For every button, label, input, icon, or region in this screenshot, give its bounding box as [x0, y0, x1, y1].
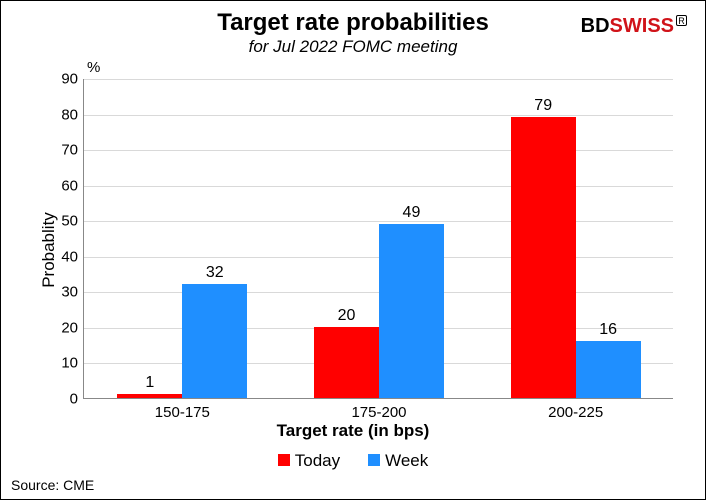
legend: Today Week — [1, 451, 705, 471]
bar: 79 — [511, 117, 576, 398]
y-tick-label: 30 — [61, 284, 84, 301]
gridline — [84, 115, 673, 116]
logo-reg-icon: R — [676, 15, 687, 26]
gridline — [84, 221, 673, 222]
gridline — [84, 186, 673, 187]
bar-value-label: 32 — [206, 264, 224, 284]
legend-label: Today — [295, 451, 340, 470]
y-tick-label: 70 — [61, 142, 84, 159]
y-tick-label: 10 — [61, 355, 84, 372]
y-axis-unit: % — [87, 59, 100, 76]
y-tick-label: 20 — [61, 319, 84, 336]
x-axis-label: Target rate (in bps) — [1, 421, 705, 441]
gridline — [84, 79, 673, 80]
bar-value-label: 49 — [403, 204, 421, 224]
bar-value-label: 79 — [534, 97, 552, 117]
gridline — [84, 150, 673, 151]
legend-swatch-icon — [278, 454, 290, 466]
y-tick-label: 80 — [61, 106, 84, 123]
x-tick-label: 200-225 — [548, 398, 603, 421]
plot-area: 0102030405060708090150-175132175-2002049… — [83, 79, 673, 399]
y-tick-label: 50 — [61, 213, 84, 230]
logo-part1: BD — [581, 15, 610, 37]
y-axis-label: Probablity — [39, 212, 59, 288]
y-tick-label: 90 — [61, 71, 84, 88]
legend-label: Week — [385, 451, 428, 470]
source-text: Source: CME — [11, 477, 94, 493]
brand-logo: BDSWISSR — [581, 15, 687, 38]
bar-value-label: 1 — [145, 374, 154, 394]
x-tick-label: 175-200 — [351, 398, 406, 421]
chart-container: Target rate probabilities for Jul 2022 F… — [0, 0, 706, 500]
bar: 32 — [182, 284, 247, 398]
y-tick-label: 60 — [61, 177, 84, 194]
y-tick-label: 40 — [61, 248, 84, 265]
bar: 20 — [314, 327, 379, 398]
y-tick-label: 0 — [70, 391, 84, 408]
bar: 16 — [576, 341, 641, 398]
chart-subtitle: for Jul 2022 FOMC meeting — [1, 37, 705, 57]
bar-value-label: 20 — [338, 307, 356, 327]
legend-item: Week — [368, 451, 428, 471]
legend-item: Today — [278, 451, 340, 471]
legend-swatch-icon — [368, 454, 380, 466]
logo-part2: SWISS — [610, 15, 674, 37]
bar: 1 — [117, 394, 182, 398]
bar: 49 — [379, 224, 444, 398]
bar-value-label: 16 — [599, 321, 617, 341]
x-tick-label: 150-175 — [155, 398, 210, 421]
